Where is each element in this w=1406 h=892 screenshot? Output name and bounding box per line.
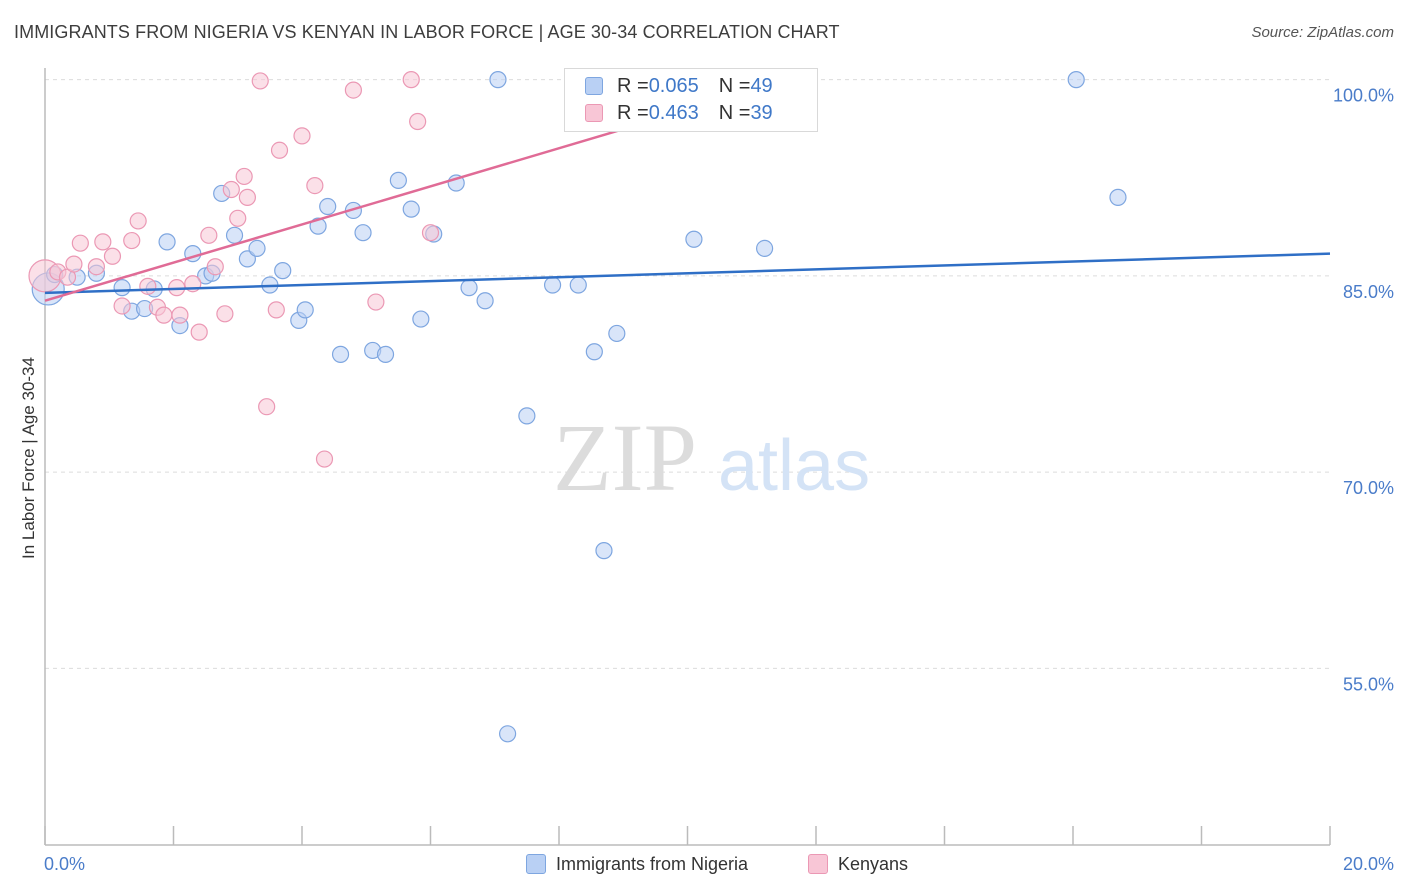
trend-line-nigeria bbox=[44, 252, 1331, 295]
data-point bbox=[274, 262, 292, 280]
data-point bbox=[402, 71, 420, 89]
data-point bbox=[225, 226, 244, 244]
y-tick-label: 100.0% bbox=[1333, 86, 1394, 106]
data-point bbox=[155, 306, 173, 324]
data-point bbox=[158, 233, 176, 251]
data-point bbox=[608, 324, 626, 343]
data-point bbox=[315, 450, 334, 468]
legend-row-kenyans: R = 0.463 N = 39 bbox=[585, 100, 773, 126]
data-point bbox=[200, 226, 218, 244]
data-point bbox=[569, 276, 587, 294]
data-point bbox=[235, 167, 253, 186]
legend-item-nigeria[interactable]: Immigrants from Nigeria bbox=[526, 852, 748, 876]
data-point bbox=[229, 209, 247, 227]
data-point bbox=[344, 81, 362, 99]
data-point bbox=[755, 239, 774, 257]
legend-label-nigeria: Immigrants from Nigeria bbox=[556, 853, 749, 874]
data-point bbox=[367, 293, 385, 311]
data-point bbox=[685, 230, 703, 248]
legend-swatch-kenyans bbox=[585, 104, 603, 122]
data-point bbox=[460, 279, 478, 297]
data-point bbox=[123, 231, 141, 250]
x-tick-label: 0.0% bbox=[44, 854, 85, 874]
data-point bbox=[206, 258, 224, 276]
gridlines bbox=[45, 79, 1330, 669]
data-point bbox=[251, 72, 269, 90]
data-point bbox=[270, 141, 289, 159]
data-point bbox=[94, 233, 112, 251]
x-tick-label: 20.0% bbox=[1343, 854, 1394, 874]
data-point bbox=[190, 323, 208, 341]
legend-label-kenyans: Kenyans bbox=[838, 853, 909, 874]
watermark: ZIP atlas bbox=[553, 404, 870, 511]
data-point bbox=[319, 197, 337, 216]
legend-swatch-kenyans bbox=[808, 854, 828, 874]
legend-r-label: R = bbox=[617, 101, 649, 124]
data-point bbox=[139, 277, 157, 295]
data-point bbox=[331, 345, 350, 363]
data-point bbox=[71, 234, 89, 252]
data-point bbox=[87, 258, 106, 276]
data-point bbox=[113, 297, 131, 315]
data-point bbox=[113, 279, 131, 297]
watermark-zip: ZIP bbox=[553, 404, 697, 511]
legend-r-value: 0.463 bbox=[648, 101, 699, 124]
watermark-atlas: atlas bbox=[718, 426, 870, 506]
y-axis-label: In Labor Force | Age 30-34 bbox=[19, 357, 38, 559]
y-tick-label: 55.0% bbox=[1343, 674, 1394, 694]
data-point bbox=[248, 239, 266, 257]
data-point bbox=[389, 171, 407, 189]
series-kenyans-points bbox=[28, 71, 440, 468]
data-point bbox=[499, 725, 517, 743]
data-point bbox=[103, 247, 122, 265]
data-point bbox=[258, 398, 276, 416]
data-point bbox=[267, 301, 285, 319]
data-point bbox=[585, 343, 603, 361]
y-tick-label: 70.0% bbox=[1343, 478, 1394, 498]
data-point bbox=[476, 292, 494, 310]
legend-n-value: 49 bbox=[750, 74, 773, 97]
source-label: Source: ZipAtlas.com bbox=[1251, 24, 1394, 41]
stats-legend: R = 0.065 N = 49 R = 0.463 N = 39 bbox=[564, 68, 818, 132]
axes bbox=[44, 68, 1331, 846]
data-point bbox=[543, 276, 562, 294]
legend-n-value: 39 bbox=[750, 101, 773, 124]
data-point bbox=[402, 200, 420, 218]
legend-swatch-nigeria bbox=[526, 854, 546, 874]
data-point bbox=[222, 180, 240, 199]
data-point bbox=[238, 188, 256, 206]
data-point bbox=[293, 127, 311, 145]
legend-swatch-nigeria bbox=[585, 77, 603, 95]
data-point bbox=[518, 407, 536, 425]
legend-row-nigeria: R = 0.065 N = 49 bbox=[585, 73, 773, 99]
data-point bbox=[354, 224, 372, 242]
legend-r-label: R = bbox=[617, 74, 649, 97]
data-point bbox=[296, 301, 314, 319]
data-point bbox=[65, 255, 83, 273]
y-tick-label: 85.0% bbox=[1343, 282, 1394, 302]
data-point bbox=[421, 224, 440, 242]
data-point bbox=[409, 112, 427, 131]
data-point bbox=[376, 345, 395, 363]
data-point bbox=[412, 310, 430, 328]
legend-item-kenyans[interactable]: Kenyans bbox=[808, 852, 908, 876]
data-point bbox=[1067, 71, 1085, 89]
data-point bbox=[171, 306, 189, 324]
legend-n-label: N = bbox=[718, 101, 751, 124]
data-point bbox=[306, 177, 324, 195]
legend-n-label: N = bbox=[718, 74, 751, 97]
chart-title: IMMIGRANTS FROM NIGERIA VS KENYAN IN LAB… bbox=[14, 22, 840, 42]
data-point bbox=[489, 71, 507, 89]
data-point bbox=[216, 305, 234, 323]
data-point bbox=[595, 542, 613, 560]
tick-labels: 100.0% 85.0% 70.0% 55.0% 0.0% 20.0% bbox=[44, 86, 1394, 874]
data-point bbox=[129, 212, 147, 230]
legend-r-value: 0.065 bbox=[648, 74, 699, 97]
data-point bbox=[1109, 188, 1127, 206]
